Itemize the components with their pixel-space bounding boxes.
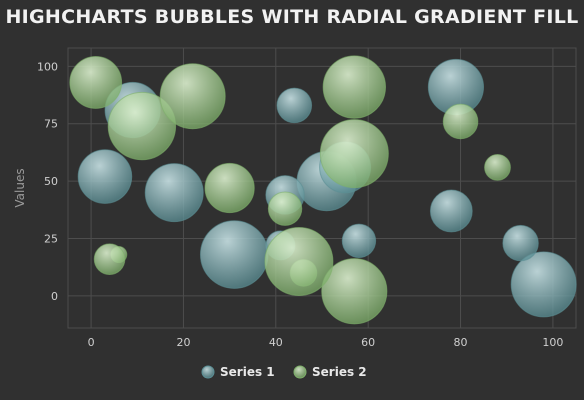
bubble-point[interactable] xyxy=(510,251,577,318)
x-tick-label: 100 xyxy=(542,336,563,349)
x-tick-label: 60 xyxy=(361,336,375,349)
bubble-point[interactable] xyxy=(144,163,204,223)
bubble-point[interactable] xyxy=(341,223,377,258)
y-tick-label: 100 xyxy=(37,60,58,73)
bubble-point[interactable] xyxy=(484,153,511,181)
x-tick-label: 40 xyxy=(269,336,283,349)
x-tick-label: 0 xyxy=(88,336,95,349)
legend-label: Series 2 xyxy=(312,365,367,379)
bubble-point[interactable] xyxy=(204,162,255,214)
bubble-point[interactable] xyxy=(429,189,473,233)
y-tick-label: 25 xyxy=(44,232,58,245)
legend-label: Series 1 xyxy=(220,365,275,379)
bubbles xyxy=(69,55,577,325)
y-tick-label: 75 xyxy=(44,118,58,131)
y-tick-label: 0 xyxy=(51,290,58,303)
legend: Series 1 Series 2 xyxy=(201,365,367,379)
series-2 xyxy=(69,55,511,325)
chart-title: HIGHCHARTS BUBBLES WITH RADIAL GRADIENT … xyxy=(5,6,579,28)
bubble-point[interactable] xyxy=(69,56,123,109)
y-axis-label: Values xyxy=(13,168,27,207)
bubble-point[interactable] xyxy=(267,191,303,226)
bubble-point[interactable] xyxy=(93,243,126,275)
axes: 0 20 40 60 80 100 0 25 50 75 100 Values xyxy=(13,60,563,349)
legend-item-series-1[interactable]: Series 1 xyxy=(201,365,275,379)
bubble-point[interactable] xyxy=(77,149,133,204)
legend-marker xyxy=(293,365,307,379)
bubble-point[interactable] xyxy=(107,91,177,161)
bubble-point[interactable] xyxy=(321,258,388,325)
y-tick-label: 50 xyxy=(44,175,58,188)
bubble-point[interactable] xyxy=(199,220,269,289)
bubble-point[interactable] xyxy=(264,226,334,296)
x-tick-label: 80 xyxy=(454,336,468,349)
plot-border xyxy=(67,47,577,329)
bubble-point[interactable] xyxy=(276,87,313,124)
x-tick-label: 20 xyxy=(176,336,190,349)
bubble-point[interactable] xyxy=(322,55,387,119)
bubble-point[interactable] xyxy=(442,103,479,140)
bubble-point[interactable] xyxy=(502,224,539,262)
legend-marker xyxy=(201,365,215,379)
bubble-point[interactable] xyxy=(319,119,389,189)
legend-item-series-2[interactable]: Series 2 xyxy=(293,365,367,379)
bubble-point[interactable] xyxy=(159,63,226,130)
